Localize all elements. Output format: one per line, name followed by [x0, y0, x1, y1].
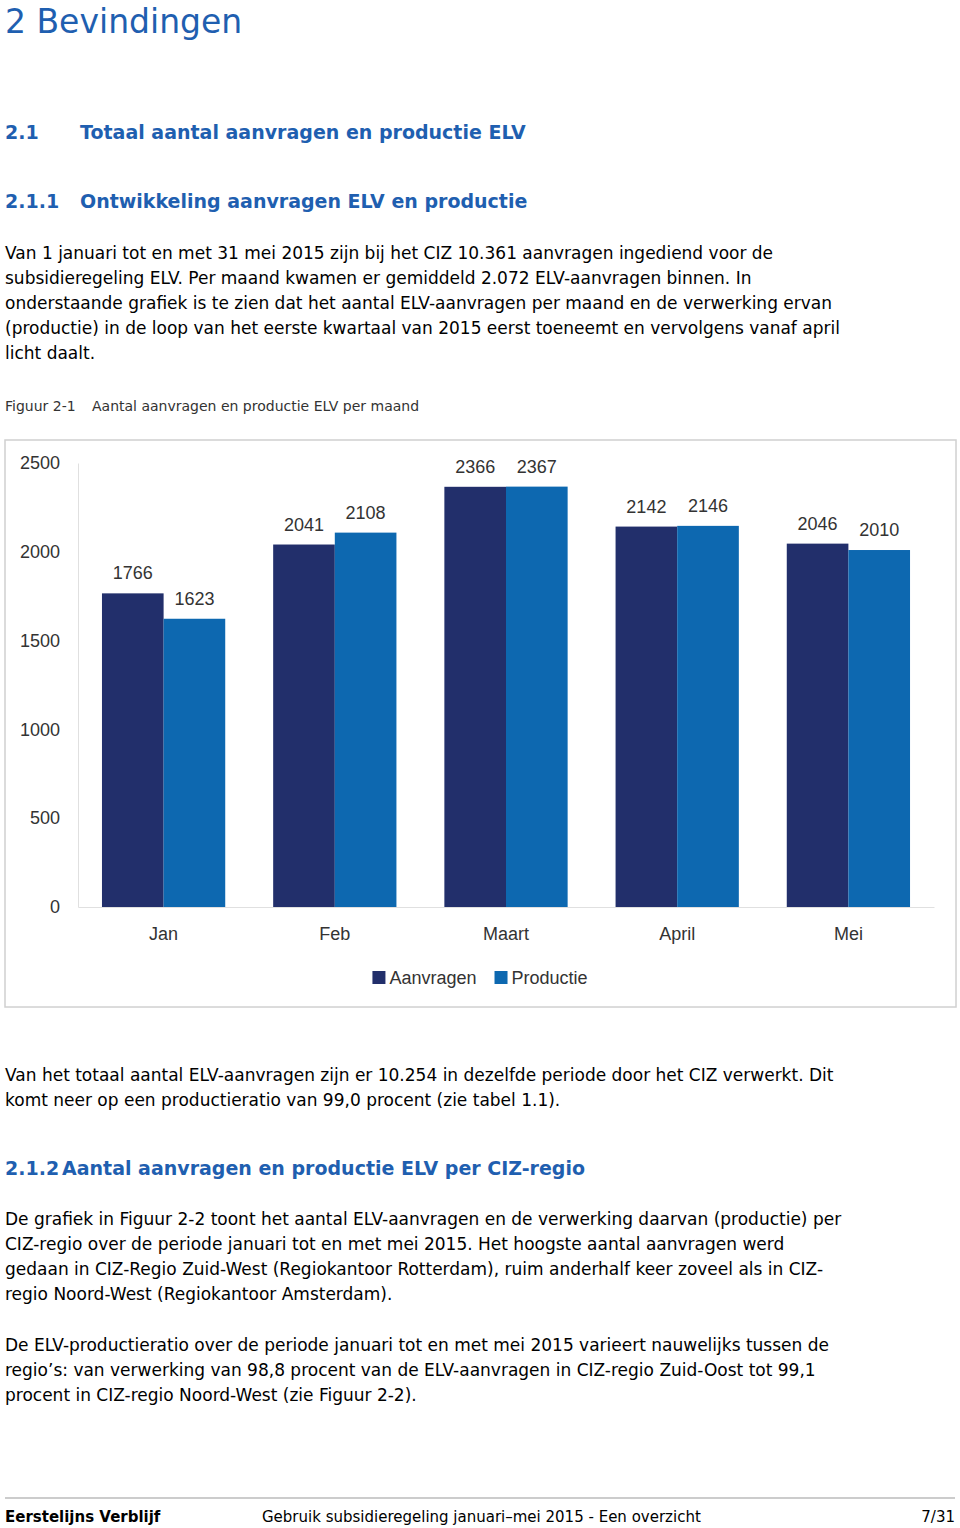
x-tick-label: Mei: [834, 924, 863, 944]
x-tick-label: April: [659, 924, 695, 944]
x-tick-label: Jan: [149, 924, 178, 944]
figure-number: Figuur 2-1: [5, 398, 76, 414]
y-tick-label: 1000: [20, 720, 60, 740]
data-label: 2367: [517, 457, 557, 477]
bar: [164, 619, 226, 907]
paragraph-line: De ELV-productieratio over de periode ja…: [5, 1335, 829, 1355]
data-label: 1623: [174, 589, 214, 609]
y-tick-label: 1500: [20, 631, 60, 651]
y-tick-label: 0: [50, 897, 60, 917]
bar: [787, 544, 849, 907]
bar: [102, 593, 164, 907]
data-label: 1766: [113, 563, 153, 583]
page-heading: 2 Bevindingen: [5, 2, 242, 41]
y-tick-label: 2000: [20, 542, 60, 562]
page: 2 Bevindingen 2.1 Totaal aantal aanvragen …: [0, 0, 960, 1528]
x-tick: Jan: [149, 907, 178, 944]
paragraph-line: regio’s: van verwerking van 98,8 procent…: [5, 1360, 816, 1380]
paragraph-line: onderstaande grafiek is te zien dat het …: [5, 293, 832, 313]
legend: Aanvragen Productie: [372, 968, 587, 988]
y-axis-line: [78, 464, 79, 908]
x-tick: Mei: [834, 907, 863, 944]
bar: [677, 526, 739, 907]
y-tick: 500: [30, 808, 78, 828]
data-label: 2046: [798, 514, 838, 534]
section-title: Totaal aantal aanvragen en productie ELV: [80, 121, 526, 143]
paragraph-line: gedaan in CIZ-Regio Zuid-West (Regiokant…: [5, 1259, 823, 1279]
paragraph-line: regio Noord-West (Regiokantoor Amsterdam…: [5, 1284, 392, 1304]
paragraph-line: CIZ-regio over de periode januari tot en…: [5, 1234, 784, 1254]
data-labels: 1766 2041 2366 2142 2046 1623 2108 2367 2146 2010: [113, 457, 899, 609]
legend-item: Productie: [495, 968, 588, 988]
bar: [506, 487, 568, 907]
y-tick-label: 2500: [20, 453, 60, 473]
paragraph-line: subsidieregeling ELV. Per maand kwamen e…: [5, 268, 751, 288]
data-label: 2108: [346, 503, 386, 523]
footer-left: Eerstelijns Verblijf: [5, 1508, 161, 1526]
footer-rule: [5, 1498, 955, 1499]
paragraph-line: procent in CIZ-regio Noord-West (zie Fig…: [5, 1385, 417, 1405]
y-axis: 0 500 1000 1500 2000 2500: [20, 453, 79, 917]
x-tick: April: [659, 907, 695, 944]
legend-swatch: [495, 971, 508, 984]
x-tick: Maart: [483, 907, 529, 944]
data-label: 2041: [284, 515, 324, 535]
data-label: 2366: [455, 457, 495, 477]
paragraph: De grafiek in Figuur 2-2 toont het aanta…: [5, 1209, 841, 1304]
bar: [444, 487, 506, 907]
bars: [102, 487, 910, 907]
bar-series: [164, 487, 910, 907]
y-tick: 1000: [20, 720, 78, 740]
x-tick-label: Maart: [483, 924, 529, 944]
y-tick-label: 500: [30, 808, 60, 828]
y-tick: 2500: [20, 453, 78, 473]
footer-right: 7/31: [921, 1508, 955, 1526]
legend-label: Productie: [512, 968, 588, 988]
footer-center: Gebruik subsidieregeling januari–mei 201…: [262, 1508, 701, 1526]
x-axis-line: [79, 907, 935, 908]
x-tick: Feb: [319, 907, 350, 944]
paragraph-line: Van 1 januari tot en met 31 mei 2015 zij…: [5, 243, 773, 263]
paragraph: De ELV-productieratio over de periode ja…: [5, 1335, 829, 1405]
data-label: 2010: [859, 520, 899, 540]
chart: 1766 2041 2366 2142 2046 1623 2108 2367 2146 2010…: [20, 453, 935, 988]
y-tick: 0: [50, 897, 78, 917]
paragraph-line: De grafiek in Figuur 2-2 toont het aanta…: [5, 1209, 841, 1229]
x-axis: Jan Feb Maart April Mei: [79, 907, 935, 944]
subsection-number: 2.1.2: [5, 1157, 59, 1179]
x-tick-label: Feb: [319, 924, 350, 944]
subsection-title: Aantal aanvragen en productie ELV per CI…: [62, 1157, 585, 1179]
chart-frame: [5, 440, 956, 1007]
paragraph: Van 1 januari tot en met 31 mei 2015 zij…: [5, 243, 840, 363]
paragraph: Van het totaal aantal ELV-aanvragen zijn…: [5, 1065, 834, 1110]
paragraph-line: komt neer op een productieratio van 99,0…: [5, 1090, 560, 1110]
data-label: 2142: [626, 497, 666, 517]
subsection-title: Ontwikkeling aanvragen ELV en productie: [80, 190, 527, 212]
legend-item: Aanvragen: [372, 968, 476, 988]
legend-label: Aanvragen: [389, 968, 476, 988]
data-label: 2146: [688, 496, 728, 516]
paragraph-line: (productie) in de loop van het eerste kw…: [5, 318, 840, 338]
paragraph-line: licht daalt.: [5, 343, 95, 363]
bar-series: [102, 487, 848, 907]
paragraph-line: Van het totaal aantal ELV-aanvragen zijn…: [5, 1065, 834, 1085]
y-tick: 1500: [20, 631, 78, 651]
bar: [335, 533, 397, 907]
section-number: 2.1: [5, 121, 39, 143]
bar: [616, 527, 678, 907]
bar: [273, 545, 335, 907]
legend-swatch: [372, 971, 385, 984]
subsection-number: 2.1.1: [5, 190, 59, 212]
figure-title: Aantal aanvragen en productie ELV per ma…: [92, 398, 419, 414]
bar: [848, 550, 910, 907]
y-tick: 2000: [20, 542, 78, 562]
